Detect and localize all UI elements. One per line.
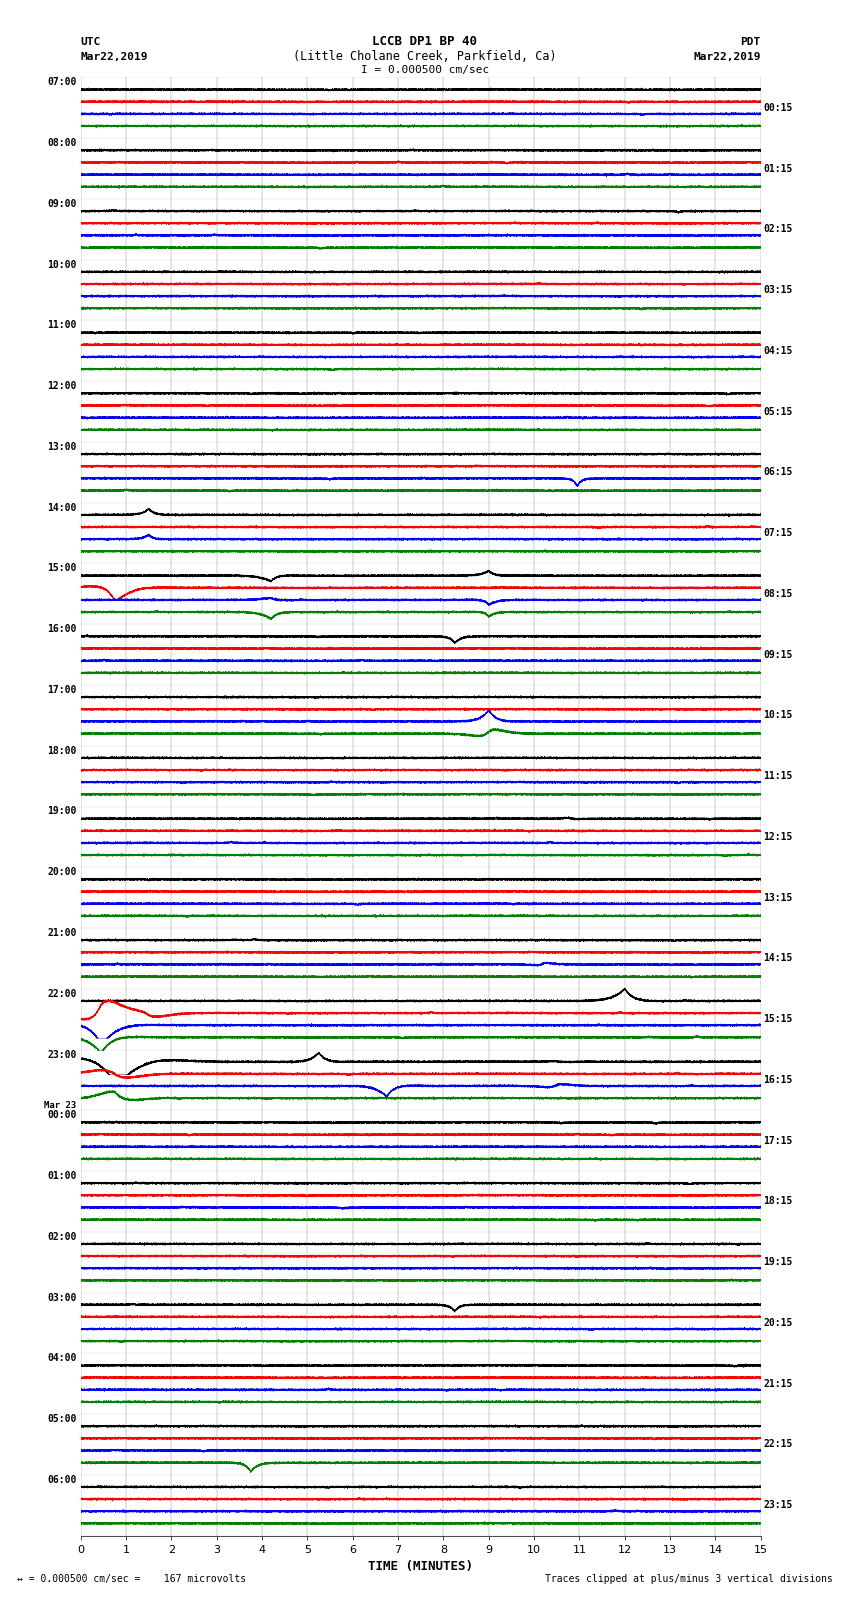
Text: 02:00: 02:00 xyxy=(48,1232,76,1242)
Text: 04:15: 04:15 xyxy=(763,345,793,356)
Text: 01:00: 01:00 xyxy=(48,1171,76,1181)
Text: Mar 23: Mar 23 xyxy=(44,1102,76,1110)
Text: 11:15: 11:15 xyxy=(763,771,793,781)
Text: 19:15: 19:15 xyxy=(763,1257,793,1268)
Text: 11:00: 11:00 xyxy=(48,321,76,331)
Text: PDT: PDT xyxy=(740,37,761,47)
Text: 07:15: 07:15 xyxy=(763,527,793,539)
Text: 16:15: 16:15 xyxy=(763,1074,793,1086)
Text: 00:15: 00:15 xyxy=(763,103,793,113)
X-axis label: TIME (MINUTES): TIME (MINUTES) xyxy=(368,1560,473,1573)
Text: (Little Cholane Creek, Parkfield, Ca): (Little Cholane Creek, Parkfield, Ca) xyxy=(293,50,557,63)
Text: 23:00: 23:00 xyxy=(48,1050,76,1060)
Text: 22:00: 22:00 xyxy=(48,989,76,998)
Text: 08:00: 08:00 xyxy=(48,139,76,148)
Text: 08:15: 08:15 xyxy=(763,589,793,598)
Text: 05:00: 05:00 xyxy=(48,1415,76,1424)
Text: 10:00: 10:00 xyxy=(48,260,76,269)
Text: 10:15: 10:15 xyxy=(763,710,793,721)
Text: 06:15: 06:15 xyxy=(763,468,793,477)
Text: ↔ = 0.000500 cm/sec =    167 microvolts: ↔ = 0.000500 cm/sec = 167 microvolts xyxy=(17,1574,246,1584)
Text: 15:15: 15:15 xyxy=(763,1015,793,1024)
Text: 17:00: 17:00 xyxy=(48,686,76,695)
Text: 14:00: 14:00 xyxy=(48,503,76,513)
Text: 05:15: 05:15 xyxy=(763,406,793,416)
Text: 13:00: 13:00 xyxy=(48,442,76,452)
Text: 03:00: 03:00 xyxy=(48,1292,76,1303)
Text: 00:00: 00:00 xyxy=(48,1110,76,1121)
Text: 01:15: 01:15 xyxy=(763,163,793,174)
Text: 09:15: 09:15 xyxy=(763,650,793,660)
Text: 18:15: 18:15 xyxy=(763,1197,793,1207)
Text: 20:15: 20:15 xyxy=(763,1318,793,1327)
Text: 19:00: 19:00 xyxy=(48,806,76,816)
Text: 23:15: 23:15 xyxy=(763,1500,793,1510)
Text: 14:15: 14:15 xyxy=(763,953,793,963)
Text: UTC: UTC xyxy=(81,37,101,47)
Text: 12:00: 12:00 xyxy=(48,381,76,392)
Text: 18:00: 18:00 xyxy=(48,745,76,756)
Text: 06:00: 06:00 xyxy=(48,1474,76,1486)
Text: 20:00: 20:00 xyxy=(48,868,76,877)
Text: 12:15: 12:15 xyxy=(763,832,793,842)
Text: 16:00: 16:00 xyxy=(48,624,76,634)
Text: 17:15: 17:15 xyxy=(763,1136,793,1145)
Text: 21:00: 21:00 xyxy=(48,927,76,939)
Text: Traces clipped at plus/minus 3 vertical divisions: Traces clipped at plus/minus 3 vertical … xyxy=(545,1574,833,1584)
Text: 04:00: 04:00 xyxy=(48,1353,76,1363)
Text: 07:00: 07:00 xyxy=(48,77,76,87)
Text: Mar22,2019: Mar22,2019 xyxy=(694,52,761,61)
Text: Mar22,2019: Mar22,2019 xyxy=(81,52,148,61)
Text: 21:15: 21:15 xyxy=(763,1379,793,1389)
Text: LCCB DP1 BP 40: LCCB DP1 BP 40 xyxy=(372,35,478,48)
Text: 22:15: 22:15 xyxy=(763,1439,793,1450)
Text: 09:00: 09:00 xyxy=(48,198,76,210)
Text: 03:15: 03:15 xyxy=(763,286,793,295)
Text: I = 0.000500 cm/sec: I = 0.000500 cm/sec xyxy=(361,65,489,74)
Text: 13:15: 13:15 xyxy=(763,892,793,903)
Text: 02:15: 02:15 xyxy=(763,224,793,234)
Text: 15:00: 15:00 xyxy=(48,563,76,574)
